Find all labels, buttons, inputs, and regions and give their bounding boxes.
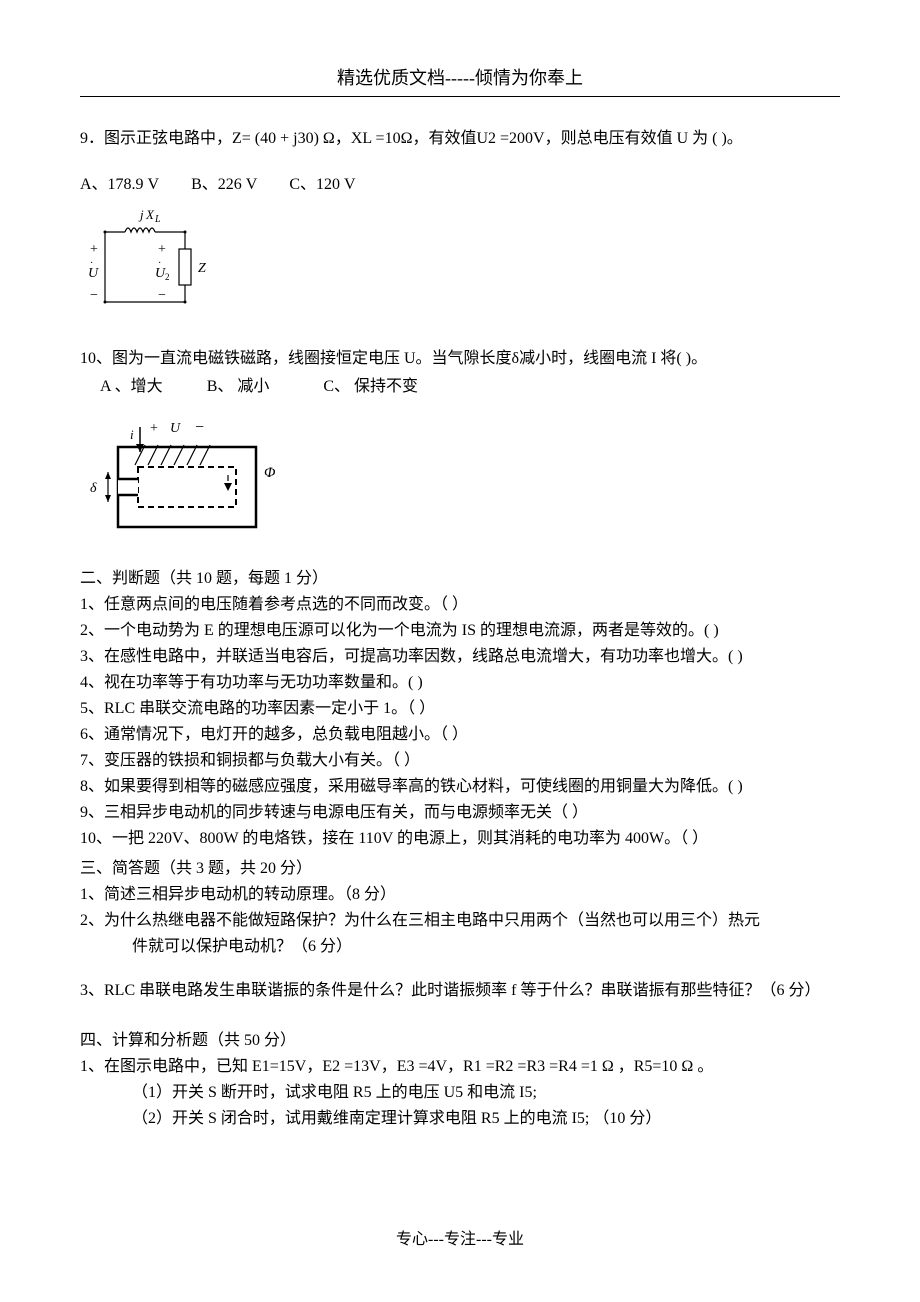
section-3-title: 三、简答题（共 3 题，共 20 分） — [80, 857, 840, 881]
sa-item-1: 1、简述三相异步电动机的转动原理。（8 分） — [80, 883, 840, 907]
q10-label-i: i — [130, 427, 134, 442]
tf-item-4: 4、视在功率等于有功功率与无功功率数量和。( ) — [80, 671, 840, 695]
q9-label-u: U — [88, 266, 99, 281]
sa-item-2a: 2、为什么热继电器不能做短路保护？为什么在三相主电路中只用两个（当然也可以用三个… — [80, 909, 840, 933]
header-divider — [80, 96, 840, 97]
q10-em-diagram: i + U − δ Φ — [80, 417, 840, 537]
q10-minus: − — [195, 419, 204, 436]
q9-circuit-diagram: j X L + · U − + · U 2 − Z — [80, 207, 840, 317]
svg-text:L: L — [154, 214, 161, 225]
q9-option-c: C、120 V — [289, 173, 355, 197]
sa-item-3: 3、RLC 串联电路发生串联谐振的条件是什么？此时谐振频率 f 等于什么？串联谐… — [80, 979, 840, 1003]
calc-sub-2: （2）开关 S 闭合时，试用戴维南定理计算求电阻 R5 上的电流 I5; （10… — [80, 1107, 840, 1131]
q9-option-b: B、226 V — [191, 173, 257, 197]
tf-item-3: 3、在感性电路中，并联适当电容后，可提高功率因数，线路总电流增大，有功功率也增大… — [80, 645, 840, 669]
tf-item-2: 2、一个电动势为 E 的理想电压源可以化为一个电流为 IS 的理想电流源，两者是… — [80, 619, 840, 643]
q9-plus-right: + — [158, 242, 166, 257]
svg-text:X: X — [145, 207, 155, 222]
page-footer: 专心---专注---专业 — [0, 1228, 920, 1252]
q9-label-z: Z — [198, 261, 206, 276]
question-10: 10、图为一直流电磁铁磁路，线圈接恒定电压 U。当气隙长度δ减小时，线圈电流 I… — [80, 347, 840, 371]
q9-option-a: A、178.9 V — [80, 173, 159, 197]
tf-item-1: 1、任意两点间的电压随着参考点选的不同而改变。（ ） — [80, 593, 840, 617]
q9-minus-right: − — [158, 288, 166, 303]
svg-text:2: 2 — [165, 272, 170, 282]
tf-item-10: 10、一把 220V、800W 的电烙铁，接在 110V 的电源上，则其消耗的电… — [80, 827, 840, 851]
question-10-options: A 、增大 B、 减小 C、 保持不变 — [80, 375, 840, 399]
tf-item-7: 7、变压器的铁损和铜损都与负载大小有关。（ ） — [80, 749, 840, 773]
question-9-options: A、178.9 V B、226 V C、120 V — [80, 173, 840, 197]
q10-option-c: C、 保持不变 — [323, 375, 418, 399]
q9-minus-left: − — [90, 288, 98, 303]
calc-item-1: 1、在图示电路中，已知 E1=15V，E2 =13V，E3 =4V，R1 =R2… — [80, 1055, 840, 1079]
tf-item-5: 5、RLC 串联交流电路的功率因素一定小于 1。（ ） — [80, 697, 840, 721]
question-9: 9．图示正弦电路中，Z= (40 + j30) Ω，XL =10Ω，有效值U2 … — [80, 127, 840, 151]
tf-item-6: 6、通常情况下，电灯开的越多，总负载电阻越小。（ ） — [80, 723, 840, 747]
tf-item-8: 8、如果要得到相等的磁感应强度，采用磁导率高的铁心材料，可使线圈的用铜量大为降低… — [80, 775, 840, 799]
q10-label-phi: Φ — [264, 465, 276, 481]
tf-item-9: 9、三相异步电动机的同步转速与电源电压有关，而与电源频率无关（ ） — [80, 801, 840, 825]
svg-text:j: j — [138, 207, 144, 222]
section-2-title: 二、判断题（共 10 题，每题 1 分） — [80, 567, 840, 591]
calc-sub-1: （1）开关 S 断开时，试求电阻 R5 上的电压 U5 和电流 I5; — [80, 1081, 840, 1105]
q10-label-u: U — [170, 421, 181, 436]
sa-item-2b: 件就可以保护电动机？（6 分） — [80, 935, 840, 959]
q10-option-b: B、 减小 — [207, 375, 270, 399]
q10-option-a: A 、增大 — [100, 375, 163, 399]
q10-label-delta: δ — [90, 481, 97, 496]
q10-plus: + — [150, 421, 158, 436]
header-title: 精选优质文档-----倾情为你奉上 — [80, 65, 840, 92]
section-4-title: 四、计算和分析题（共 50 分） — [80, 1029, 840, 1053]
q9-plus-left: + — [90, 242, 98, 257]
